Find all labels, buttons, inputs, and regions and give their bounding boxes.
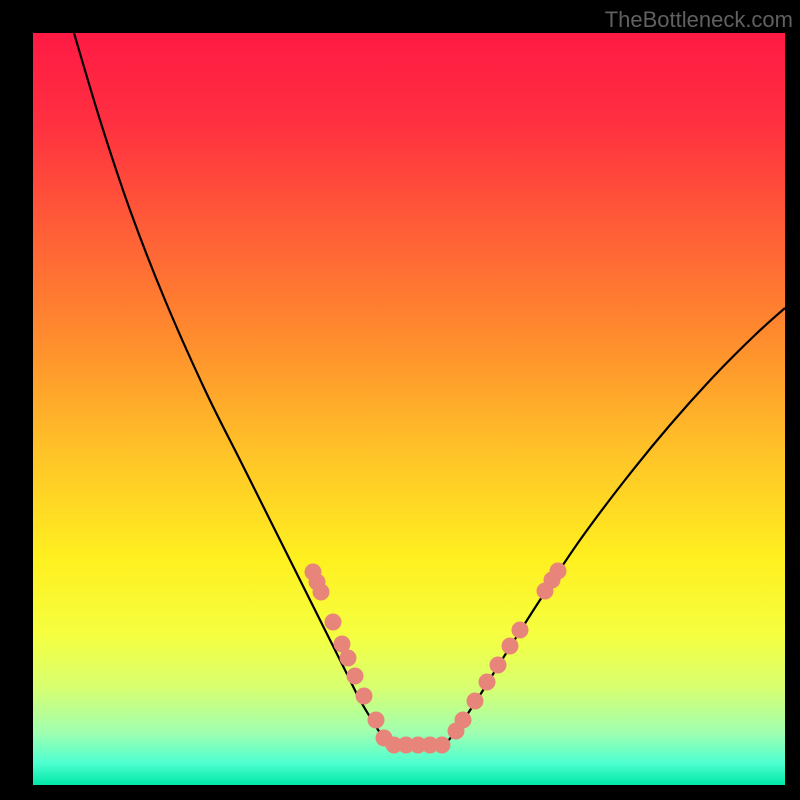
data-marker bbox=[467, 693, 484, 710]
data-marker bbox=[340, 650, 357, 667]
data-marker bbox=[347, 668, 364, 685]
curve-right-branch bbox=[445, 308, 785, 745]
data-marker bbox=[313, 584, 330, 601]
curve-svg bbox=[0, 0, 800, 800]
plot-area bbox=[33, 33, 785, 785]
data-marker bbox=[325, 614, 342, 631]
data-marker bbox=[512, 622, 529, 639]
data-marker bbox=[490, 657, 507, 674]
watermark-text: TheBottleneck.com bbox=[605, 7, 793, 33]
data-marker bbox=[479, 674, 496, 691]
data-marker bbox=[434, 737, 451, 754]
data-marker bbox=[455, 712, 472, 729]
data-marker bbox=[550, 563, 567, 580]
data-marker bbox=[502, 638, 519, 655]
data-marker bbox=[356, 688, 373, 705]
data-marker bbox=[368, 712, 385, 729]
